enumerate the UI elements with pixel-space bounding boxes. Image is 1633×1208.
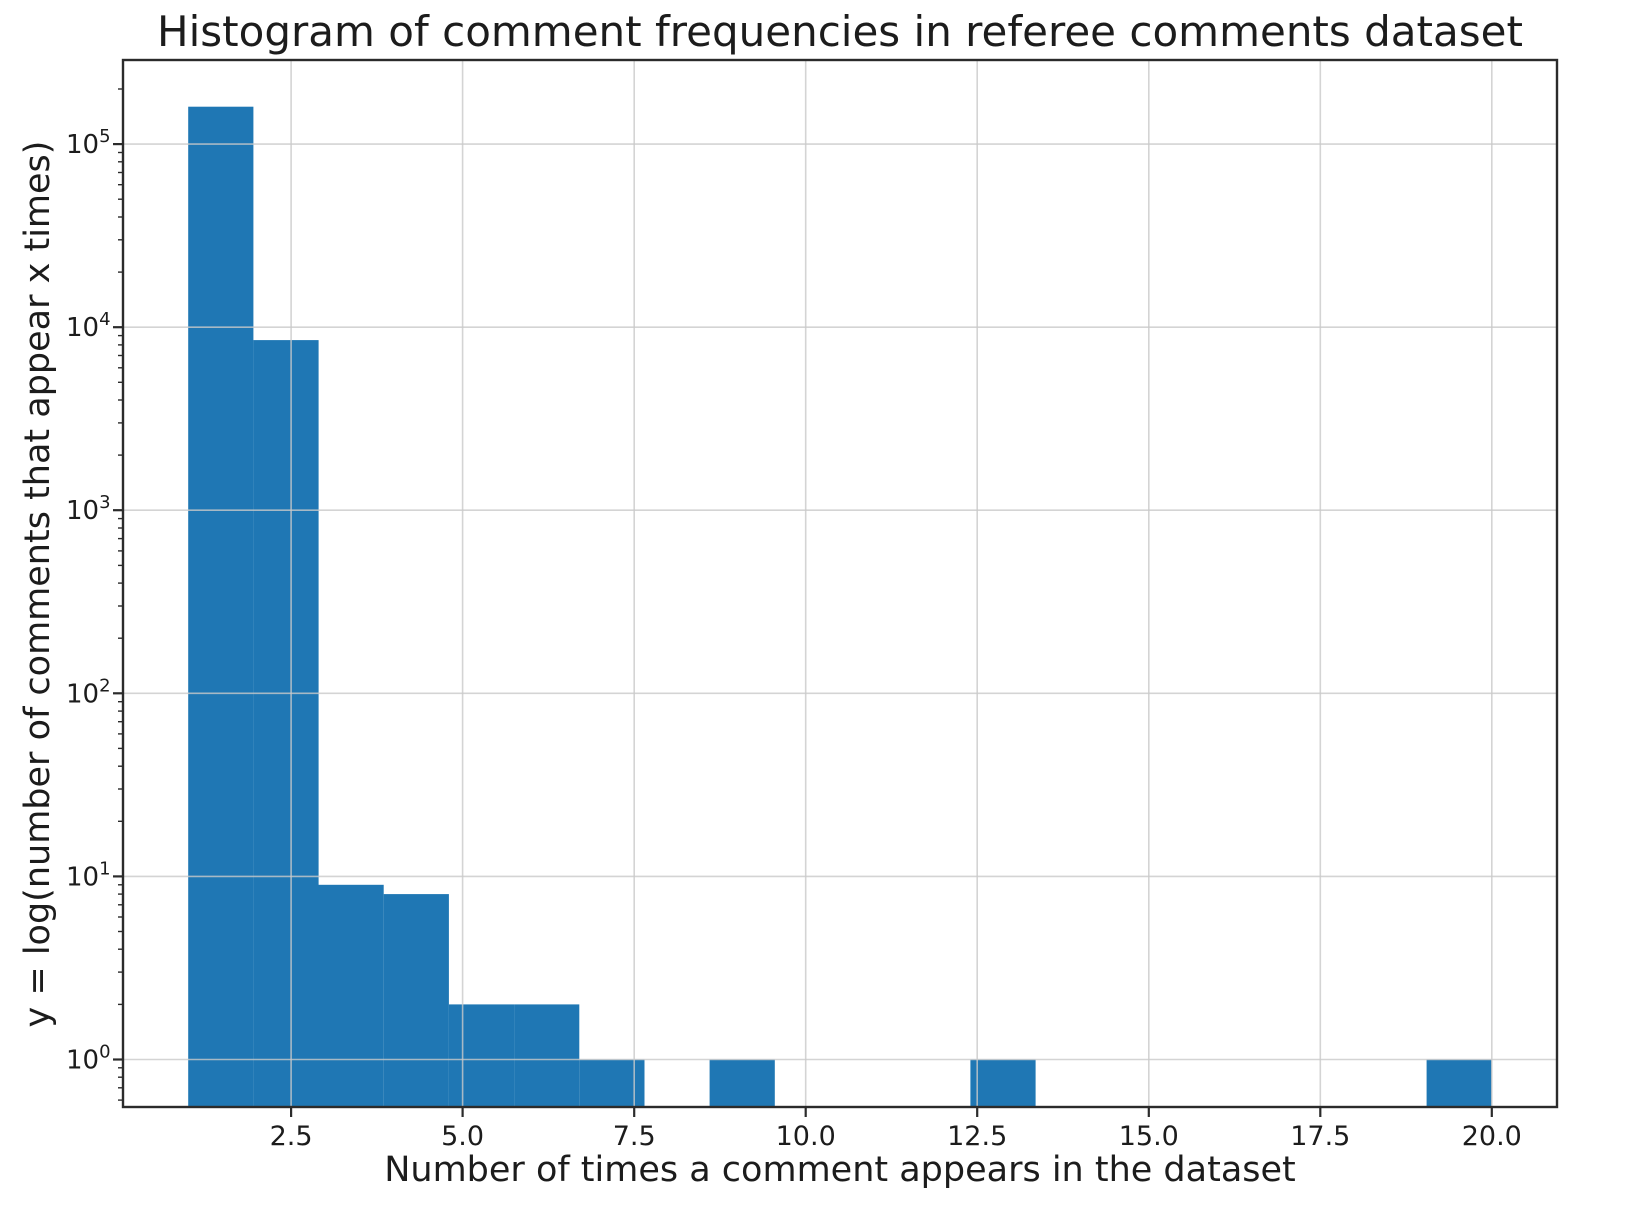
y-tick-label: 102: [66, 675, 111, 709]
x-axis-label: Number of times a comment appears in the…: [384, 1150, 1296, 1190]
y-tick-label: 103: [66, 492, 111, 526]
histogram-bar: [383, 894, 449, 1107]
plot-spines: [121, 58, 1559, 1109]
y-tick-label: 101: [66, 858, 111, 892]
x-tick-label: 12.5: [947, 1121, 1007, 1152]
histogram-bar: [253, 340, 319, 1108]
x-tick-label: 17.5: [1290, 1121, 1350, 1152]
histogram-bar: [1426, 1059, 1492, 1107]
x-tick-label: 20.0: [1462, 1121, 1522, 1152]
histogram-bar: [970, 1059, 1036, 1107]
x-tick-label: 2.5: [270, 1121, 313, 1152]
y-tick-label: 104: [66, 309, 111, 343]
y-tick-label: 100: [66, 1042, 111, 1076]
x-tick-label: 10.0: [776, 1121, 836, 1152]
histogram-bar: [514, 1004, 580, 1107]
histogram-bar: [709, 1059, 775, 1107]
histogram-bar: [318, 884, 384, 1107]
y-tick-label: 105: [66, 126, 111, 160]
histogram-bar: [448, 1004, 515, 1107]
x-tick-label: 15.0: [1119, 1121, 1179, 1152]
histogram-bar: [188, 106, 254, 1107]
x-tick-label: 7.5: [613, 1121, 656, 1152]
chart-title: Histogram of comment frequencies in refe…: [157, 7, 1523, 56]
x-tick-label: 5.0: [441, 1121, 484, 1152]
